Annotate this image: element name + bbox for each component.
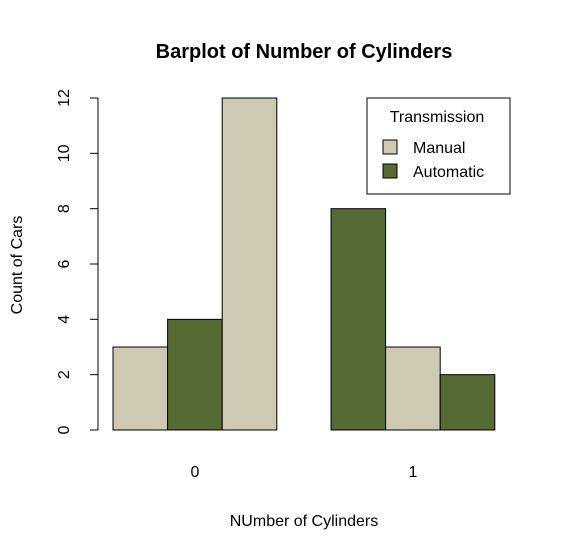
- legend-title: Transmission: [390, 109, 485, 126]
- bar-area: [112, 97, 496, 431]
- bar: [439, 374, 496, 431]
- y-tick-label: 2: [56, 370, 73, 379]
- bar: [385, 346, 441, 431]
- y-axis: 0 2 4 6 8 10 12: [56, 89, 99, 434]
- legend-label-automatic: Automatic: [413, 164, 484, 181]
- y-axis-label: Count of Cars: [9, 216, 26, 315]
- bar: [221, 97, 278, 431]
- bar: [330, 208, 387, 431]
- y-tick-label: 0: [56, 425, 73, 434]
- x-tick-label: 0: [190, 464, 199, 481]
- y-tick-label: 4: [56, 315, 73, 324]
- bar: [167, 318, 223, 431]
- bar: [112, 346, 169, 431]
- y-tick-label: 10: [56, 144, 73, 162]
- y-tick-label: 6: [56, 259, 73, 268]
- x-tick-label: 1: [408, 464, 417, 481]
- legend-swatch-manual: [382, 139, 398, 155]
- y-tick-label: 8: [56, 204, 73, 213]
- legend-label-manual: Manual: [413, 140, 465, 157]
- x-axis-label: NUmber of Cylinders: [230, 513, 378, 530]
- legend: Transmission Manual Automatic: [366, 97, 511, 195]
- y-tick-label: 12: [56, 89, 73, 107]
- chart-title: Barplot of Number of Cylinders: [156, 41, 453, 63]
- legend-swatch-automatic: [382, 163, 398, 179]
